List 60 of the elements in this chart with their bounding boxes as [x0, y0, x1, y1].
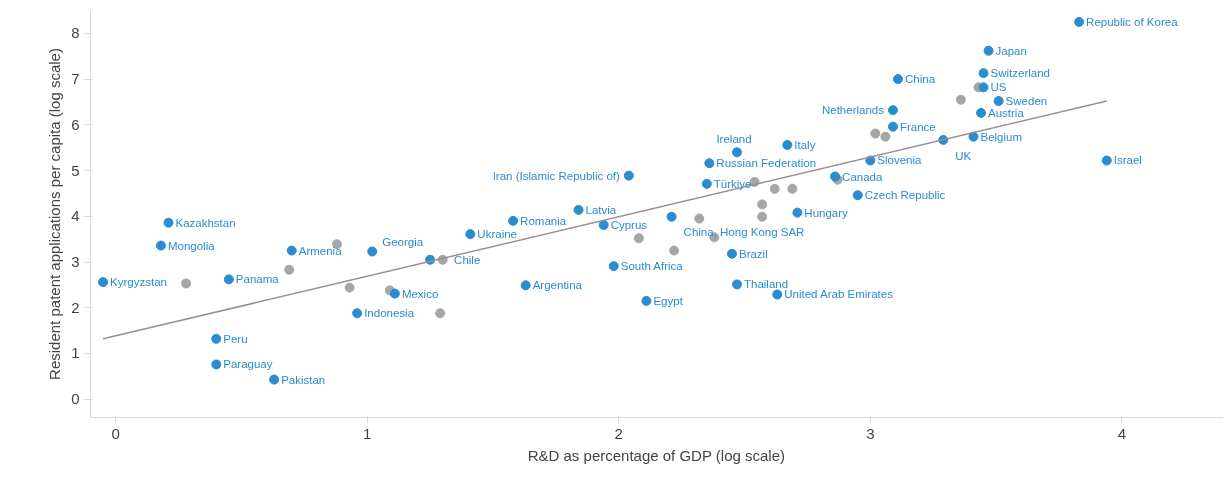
- data-label: Belgium: [980, 130, 1023, 143]
- data-label: Latvia: [585, 203, 617, 216]
- y-tick-label: 0: [71, 390, 80, 408]
- y-tick-label: 3: [71, 253, 80, 271]
- y-tick-label: 1: [71, 344, 80, 362]
- data-label: Mongolia: [167, 239, 216, 252]
- data-label: Japan: [995, 44, 1027, 57]
- data-label: China, Hong Kong SAR: [683, 225, 805, 238]
- data-label: Hungary: [804, 206, 849, 219]
- data-label: Panama: [235, 273, 280, 286]
- data-label: Austria: [988, 106, 1025, 119]
- data-label: US: [990, 81, 1007, 94]
- data-label: Thailand: [744, 278, 789, 291]
- y-tick-label: 8: [71, 24, 80, 42]
- data-label: Slovenia: [877, 154, 923, 167]
- data-label: Netherlands: [821, 104, 885, 117]
- data-label: China: [904, 73, 936, 86]
- x-tick-label: 0: [111, 424, 120, 442]
- data-label: Argentina: [532, 279, 583, 292]
- x-tick-label: 2: [614, 424, 623, 442]
- data-label: Ukraine: [477, 228, 517, 241]
- data-label: Paraguay: [223, 358, 273, 371]
- data-label: Kazakhstan: [175, 216, 236, 229]
- data-label: Ireland: [716, 133, 752, 146]
- data-label: Romania: [520, 214, 567, 227]
- data-label: Peru: [223, 332, 248, 345]
- data-label: Sweden: [1005, 95, 1048, 108]
- data-label: Czech Republic: [864, 189, 946, 202]
- data-label: Chile: [454, 253, 481, 266]
- data-label: UK: [955, 149, 972, 162]
- data-label: Italy: [794, 138, 816, 151]
- data-label: United Arab Emirates: [784, 288, 894, 301]
- data-label: Switzerland: [990, 67, 1050, 80]
- y-tick-label: 6: [71, 115, 80, 133]
- data-label: Brazil: [738, 247, 768, 260]
- data-label: South Africa: [620, 260, 684, 273]
- data-label: Mexico: [401, 287, 439, 300]
- x-tick-label: 4: [1117, 424, 1127, 442]
- x-tick-label: 1: [363, 424, 372, 442]
- data-label: Indonesia: [364, 307, 415, 320]
- data-label: Canada: [842, 170, 883, 183]
- data-label: Türkiye: [713, 177, 752, 190]
- data-label: Republic of Korea: [1086, 15, 1179, 28]
- data-label: Armenia: [298, 244, 343, 257]
- x-tick-label: 3: [866, 424, 875, 442]
- data-label: Kyrgyzstan: [110, 276, 167, 289]
- y-tick-label: 4: [71, 207, 80, 225]
- data-label: Russian Federation: [716, 157, 817, 170]
- data-label: Georgia: [382, 236, 424, 249]
- data-label: Israel: [1113, 154, 1142, 167]
- y-tick-label: 7: [71, 70, 80, 88]
- y-tick-label: 2: [71, 298, 80, 316]
- data-label: Pakistan: [281, 373, 326, 386]
- data-label: France: [899, 120, 936, 133]
- data-label: Egypt: [653, 294, 684, 307]
- y-tick-label: 5: [71, 161, 80, 179]
- y-axis-title: Resident patent applications per capita (log scale): [46, 48, 64, 380]
- data-label: Cyprus: [610, 218, 648, 231]
- data-label: Iran (Islamic Republic of): [492, 169, 620, 182]
- x-axis-title: R&D as percentage of GDP (log scale): [527, 446, 786, 464]
